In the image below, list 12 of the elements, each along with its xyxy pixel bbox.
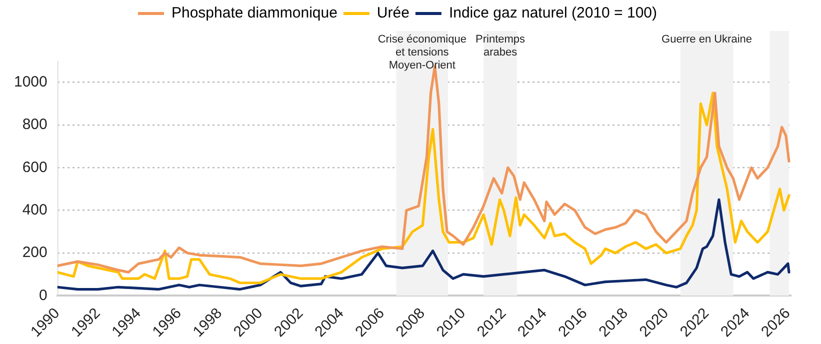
- band-label: Crise économique et tensions Moyen-Orient: [378, 34, 466, 72]
- y-tick-label: 600: [22, 158, 48, 176]
- band-label: Printemps arabes: [476, 34, 526, 59]
- y-tick-label: 400: [22, 201, 48, 218]
- legend-label: Urée: [376, 4, 410, 22]
- y-tick-label: 200: [22, 244, 48, 262]
- y-tick-label: 1000: [14, 73, 48, 90]
- y-tick-label: 800: [22, 116, 48, 134]
- band-label: Guerre en Ukraine: [662, 34, 752, 46]
- y-tick-label: 0: [39, 286, 48, 304]
- legend-label: Phosphate diammonique: [171, 4, 338, 22]
- legend-label: Indice gaz naturel (2010 = 100): [448, 4, 658, 22]
